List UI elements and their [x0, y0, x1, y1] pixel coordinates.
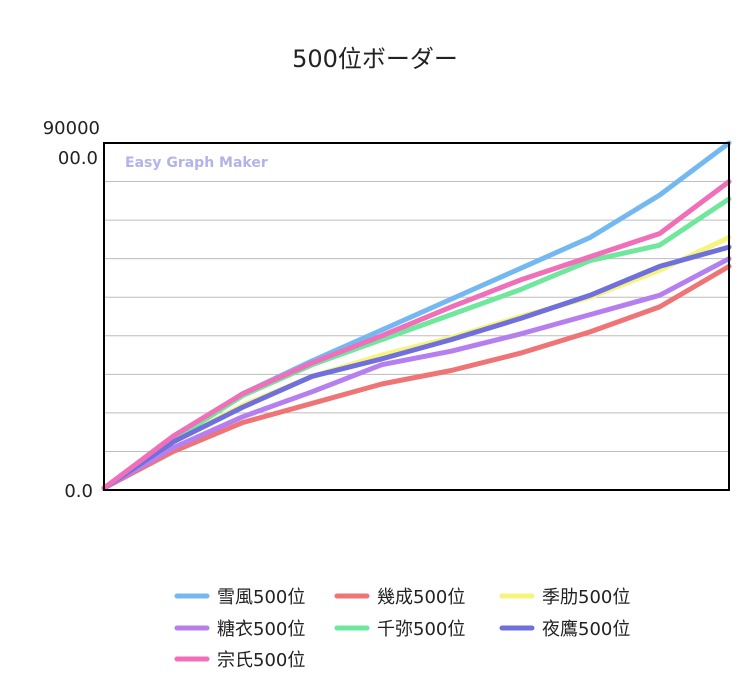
legend-item: 夜鷹500位 [499, 618, 630, 640]
legend-item: 雪風500位 [174, 587, 305, 608]
watermark-text: Easy Graph Maker [125, 155, 268, 171]
series-line-6 [101, 244, 732, 491]
y-tick-label-top: 00.0 [58, 148, 98, 169]
legend-label: 糖衣500位 [217, 619, 305, 640]
legend-label: 幾成500位 [377, 587, 465, 608]
series-lines [101, 140, 732, 491]
legend-label: 宗氏500位 [217, 650, 305, 671]
legend-label: 千弥500位 [377, 619, 465, 640]
legend-item: 幾成500位 [334, 587, 465, 608]
series-line-4 [101, 256, 732, 491]
series-line-7 [101, 179, 732, 491]
legend-label: 季肋500位 [542, 587, 630, 608]
y-tick-multiplier-label: 90000 [43, 118, 100, 139]
series-line-2 [101, 263, 732, 491]
legend-item: 糖衣500位 [174, 619, 305, 640]
legend-label: 夜鷹500位 [542, 618, 630, 640]
legend-item: 千弥500位 [334, 619, 465, 640]
legend-item: 季肋500位 [499, 587, 630, 608]
plot-area-frame [103, 142, 730, 491]
legend-item: 宗氏500位 [174, 650, 305, 671]
legend-label: 雪風500位 [217, 587, 305, 608]
chart-title: 500位ボーダー [292, 45, 458, 73]
y-tick-label-bottom: 0.0 [64, 481, 93, 502]
